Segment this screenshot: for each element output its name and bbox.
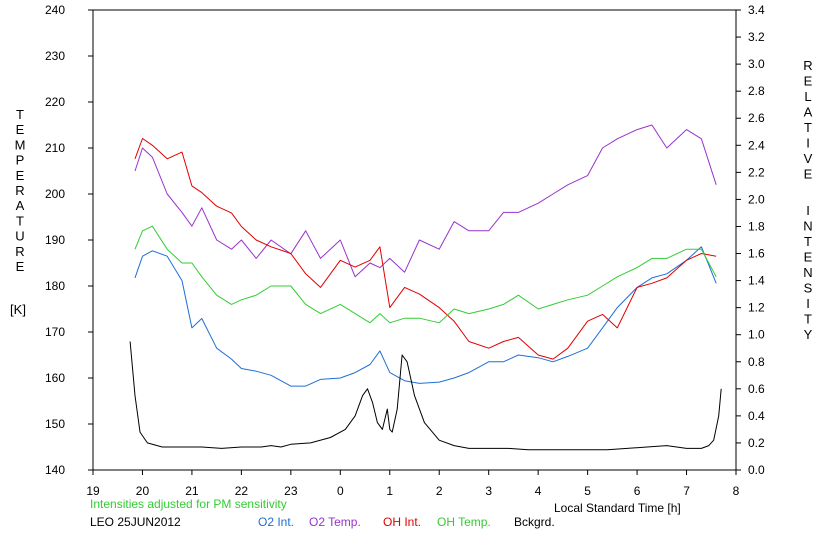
left-tick-label: 190: [45, 233, 65, 247]
left-tick-label: 180: [45, 279, 65, 293]
right-tick-label: 1.2: [748, 301, 765, 315]
legend-item: OH Temp.: [437, 515, 491, 529]
x-tick-label: 0: [337, 484, 344, 498]
right-axis-ticks: 0.0 0.2 0.4 0.6 0.8 1.0 1.2 1.4 1.6 1.8 2.0 2.2 2.4 2…: [736, 3, 765, 477]
left-tick-label: 160: [45, 371, 65, 385]
right-label-letter: R: [803, 58, 812, 73]
plot-frame: [92, 9, 737, 471]
x-tick-label: 23: [284, 484, 298, 498]
right-label-letter: E: [804, 250, 813, 265]
left-tick-label: 220: [45, 95, 65, 109]
series-line-o2-temp: [134, 124, 717, 278]
right-tick-label: 1.8: [748, 219, 765, 233]
right-tick-label: 1.0: [748, 328, 765, 342]
x-tick-label: 4: [535, 484, 542, 498]
right-tick-label: 3.0: [748, 57, 765, 71]
left-label-letter: R: [15, 183, 24, 198]
left-label-letter: E: [16, 259, 25, 274]
right-label-letter: L: [804, 89, 811, 104]
left-label-letter: T: [16, 213, 24, 228]
x-tick-label: 3: [485, 484, 492, 498]
right-label-letter: E: [804, 74, 813, 89]
left-tick-label: 210: [45, 141, 65, 155]
left-tick-label: 140: [45, 463, 65, 477]
left-label-letter: M: [15, 137, 26, 152]
right-label-letter: T: [804, 234, 812, 249]
x-tick-label: 5: [584, 484, 591, 498]
right-tick-label: 2.0: [748, 192, 765, 206]
left-label-letter: R: [15, 244, 24, 259]
right-label-letter: I: [806, 296, 810, 311]
x-tick-label: 22: [235, 484, 249, 498]
x-axis-label: Local Standard Time [h]: [554, 501, 681, 515]
x-tick-label: 7: [683, 484, 690, 498]
left-tick-label: 230: [45, 49, 65, 63]
right-label-letter: E: [804, 167, 813, 182]
right-label-letter: I: [806, 203, 810, 218]
left-tick-label: 170: [45, 325, 65, 339]
right-tick-label: 3.4: [748, 3, 765, 17]
right-label-letter: T: [804, 312, 812, 327]
right-tick-label: 0.6: [748, 382, 765, 396]
x-tick-label: 21: [185, 484, 199, 498]
right-tick-label: 1.6: [748, 247, 765, 261]
legend-item: OH Int.: [383, 515, 421, 529]
legend-item: O2 Int.: [258, 515, 294, 529]
series-line-oh-temp: [134, 225, 717, 324]
right-tick-label: 2.2: [748, 165, 765, 179]
legend-item: Bckgrd.: [514, 515, 555, 529]
x-tick-label: 2: [436, 484, 443, 498]
x-tick-label: 19: [86, 484, 100, 498]
left-label-letter: A: [16, 198, 25, 213]
x-tick-label: 20: [136, 484, 150, 498]
right-label-letter: N: [803, 219, 812, 234]
right-tick-label: 2.4: [748, 138, 765, 152]
right-tick-label: 3.2: [748, 30, 765, 44]
right-label-letter: Y: [804, 327, 813, 342]
right-tick-label: 0.2: [748, 436, 765, 450]
right-tick-label: 2.6: [748, 111, 765, 125]
left-tick-label: 200: [45, 187, 65, 201]
left-axis-unit: [K]: [10, 302, 26, 317]
right-label-letter: N: [803, 265, 812, 280]
left-axis-ticks: 140 150 160 170 180 190 200 210 220 230 240: [45, 3, 93, 477]
legend-item: O2 Temp.: [309, 515, 361, 529]
left-tick-label: 150: [45, 417, 65, 431]
right-label-letter: T: [804, 120, 812, 135]
x-tick-label: 6: [634, 484, 641, 498]
right-tick-label: 0.8: [748, 355, 765, 369]
right-tick-label: 0.4: [748, 409, 765, 423]
note-text: Intensities adjusted for PM sensitivity: [90, 497, 287, 511]
x-tick-label: 1: [386, 484, 393, 498]
x-tick-label: 8: [733, 484, 740, 498]
left-label-letter: T: [16, 107, 24, 122]
legend: O2 Int. O2 Temp. OH Int. OH Temp. Bckgrd.: [258, 515, 555, 529]
right-label-letter: S: [804, 281, 813, 296]
right-tick-label: 0.0: [748, 463, 765, 477]
right-label-letter: V: [804, 151, 813, 166]
left-label-letter: P: [16, 153, 25, 168]
left-label-letter: E: [16, 122, 25, 137]
series-line-oh-int: [134, 138, 717, 360]
right-tick-label: 1.4: [748, 274, 765, 288]
station-label: LEO 25JUN2012: [90, 515, 181, 529]
left-label-letter: U: [15, 229, 24, 244]
series-line-bckgrd: [129, 341, 722, 451]
left-label-letter: E: [16, 168, 25, 183]
right-label-letter: I: [806, 136, 810, 151]
right-label-letter: A: [804, 105, 813, 120]
left-tick-label: 240: [45, 3, 65, 17]
right-tick-label: 2.8: [748, 84, 765, 98]
x-axis-ticks: 19 20 21 22 23 0 1 2 3 4 5 6 7 8: [86, 470, 740, 498]
series-layer: [129, 124, 722, 451]
series-line-o2-int: [134, 246, 717, 387]
